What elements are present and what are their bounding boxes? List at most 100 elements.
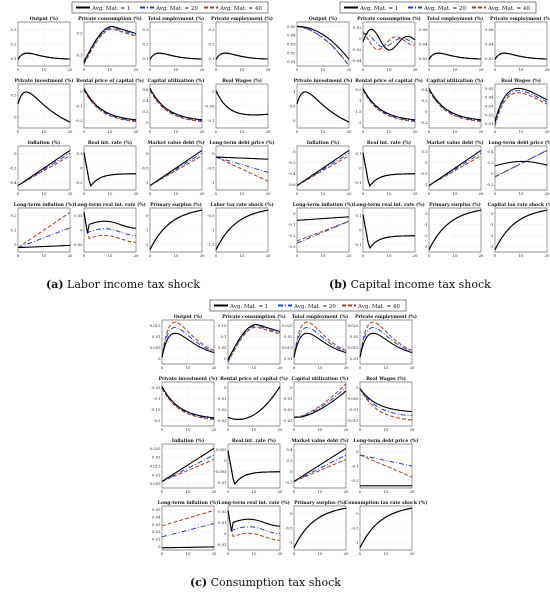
y-tick-label: 0	[359, 36, 362, 41]
subplot: Real int. rate (%) 0.2 0 -0.2 0 10 20	[75, 139, 139, 196]
y-tick-label: -0.5	[207, 213, 215, 218]
subplot-title: Private consumption (%)	[357, 15, 421, 22]
legend-label: Avg. Mat. = 1	[229, 304, 268, 310]
y-tick-label: 0.01	[485, 121, 493, 126]
x-tick-label: 0	[362, 67, 365, 72]
subplot: Capital utilization (%)0-0.01-0.02-0.030…	[283, 375, 349, 432]
series-line	[161, 327, 215, 358]
x-tick-label: 10	[108, 191, 113, 196]
subplot-title: Private investment (%)	[159, 375, 218, 382]
y-tick-label: 0.5	[289, 104, 296, 109]
x-tick-label: 0	[359, 551, 362, 556]
subplot: Long-term real int. rate (%)0.020.010-0.…	[217, 499, 290, 556]
subplot: Rental price of capital (%) 0 -0.01 -0.02 -0…	[217, 375, 288, 432]
caption-c-letter: (c)	[190, 576, 208, 589]
y-tick-label: 0.5	[10, 93, 17, 98]
subplot: Long-term debt price (%) 0 -0.1 -0.2 0 10 20	[351, 437, 418, 494]
series-line	[296, 149, 350, 187]
y-tick-label: -0.1	[153, 396, 160, 401]
y-tick-label: -0.05	[151, 385, 161, 390]
caption-a-text: Labor income tax shock	[67, 278, 201, 291]
y-tick-label: -0.005	[346, 396, 359, 401]
legend-label: Avg. Mat. = 20	[423, 6, 466, 12]
y-tick-label: 0.03	[485, 104, 494, 109]
subplot: Capital utilization (%) 0.6 0.4 0.2 00 10 20	[142, 77, 205, 134]
x-tick-label: 20	[413, 191, 418, 196]
x-tick-label: 0	[161, 489, 164, 494]
y-tick-label: -0.2	[75, 118, 83, 123]
y-tick-label: 0.1	[208, 56, 214, 61]
subplot-title: Inflation (%)	[172, 437, 204, 444]
series-line	[83, 89, 137, 122]
subplot-title: Consumption tax rate shock (%)	[345, 499, 428, 506]
subplot-title: Private employment (%)	[490, 15, 550, 22]
x-tick-label: 10	[318, 551, 323, 556]
series-line	[83, 89, 137, 122]
y-tick-label: 0	[14, 115, 17, 120]
y-tick-label: 0.06	[485, 27, 494, 32]
x-tick-label: 0	[494, 191, 497, 196]
x-tick-label: 10	[384, 551, 389, 556]
y-tick-label: 0.2	[208, 42, 215, 47]
subplot: Long-term inflation (%)0-0.1-0.2-0.30 10 2…	[288, 201, 353, 258]
x-tick-label: 20	[200, 129, 205, 134]
y-tick-label: 0.015	[150, 464, 161, 469]
series-line	[215, 52, 268, 60]
subplot: Private investment (%) -0.05 -0.1 -0.15 -0.2…	[151, 375, 218, 432]
y-tick-label: -0.1	[354, 180, 361, 185]
y-tick-label: 0.005	[150, 481, 161, 486]
subplot: Long-term debt price (%)0.40.20-0.20 10 20	[486, 139, 550, 196]
subplot-title: Market value debt (%)	[291, 437, 348, 444]
x-tick-label: 20	[479, 67, 484, 72]
x-tick-label: 10	[387, 67, 392, 72]
y-tick-label: -0.02	[352, 47, 362, 52]
x-tick-label: 0	[215, 191, 218, 196]
subplot: Long-term real int. rate (%) 0.05 0 -0.05 0 1…	[73, 201, 146, 258]
subplot-title: Total employment (%)	[427, 15, 483, 22]
x-tick-label: 20	[479, 191, 484, 196]
y-tick-label: -0.2	[288, 160, 296, 165]
x-tick-label: 10	[387, 129, 392, 134]
subplot-title: Long-term real int. rate (%)	[218, 499, 290, 506]
series-line	[296, 91, 350, 123]
y-tick-label: -0.03	[283, 418, 293, 423]
series-line	[359, 321, 413, 358]
y-tick-label: 0.02	[287, 50, 296, 55]
x-tick-label: 0	[428, 129, 431, 134]
series-line	[83, 27, 137, 64]
y-tick-label: 0.4	[487, 149, 494, 154]
x-tick-label: 10	[252, 489, 257, 494]
x-tick-label: 0	[161, 427, 164, 432]
x-tick-label: 10	[384, 489, 389, 494]
y-tick-label: 0.05	[152, 507, 161, 512]
y-tick-label: -0.2	[288, 233, 296, 238]
x-tick-label: 10	[174, 191, 179, 196]
x-tick-label: 10	[318, 365, 323, 370]
y-tick-label: -0.2	[351, 478, 359, 483]
x-tick-label: 10	[453, 67, 458, 72]
x-tick-label: 10	[42, 67, 47, 72]
x-tick-label: 20	[266, 253, 271, 258]
y-tick-label: 0	[356, 511, 359, 516]
subplot: Total employment (%) 0.3 0.2 0.1 0 10 20	[142, 15, 205, 72]
subplot-title: Primary surplus (%)	[429, 201, 481, 208]
series-line	[494, 209, 548, 251]
x-tick-label: 20	[134, 253, 139, 258]
y-tick-label: 0.005	[216, 447, 227, 452]
legend-2: Avg. Mat. = 1 Avg. Mat. = 20 Avg. Mat. = 4…	[209, 299, 407, 312]
x-tick-label: 0	[296, 67, 299, 72]
y-tick-label: -0.02	[283, 407, 293, 412]
series-line	[293, 447, 347, 482]
y-tick-label: 0.2	[10, 42, 17, 47]
series-line	[149, 149, 203, 187]
x-tick-label: 0	[161, 551, 164, 556]
legend-label: Avg. Mat. = 40	[219, 6, 262, 12]
subplot-title: Real int. rate (%)	[232, 437, 276, 444]
y-tick-label: 0	[212, 151, 215, 156]
subplot-title: Long-term inflation (%)	[158, 499, 219, 506]
y-tick-label: -0.1	[354, 242, 361, 247]
x-tick-label: 20	[212, 551, 217, 556]
y-tick-label: 0.1	[76, 53, 82, 58]
x-tick-label: 20	[344, 551, 349, 556]
subplot: Total employment (%) 0.06 0.04 0.02 0 10 20	[419, 15, 484, 72]
